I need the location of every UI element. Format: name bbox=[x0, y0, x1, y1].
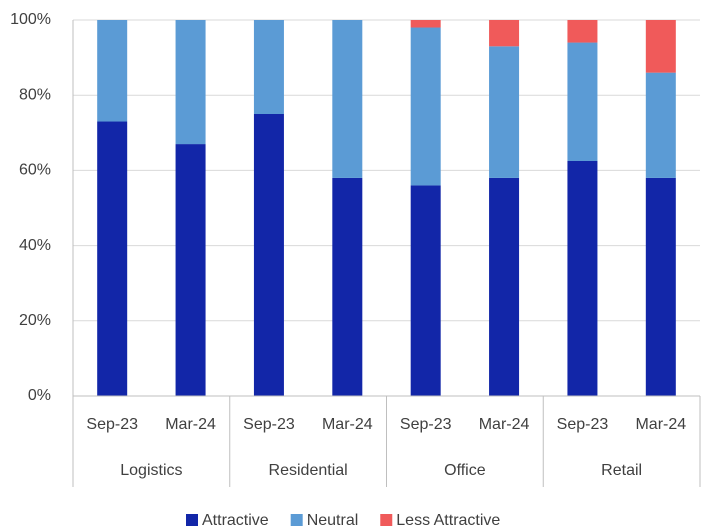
bar-segment bbox=[253, 20, 284, 114]
bar-segment bbox=[97, 20, 128, 122]
bar-segment bbox=[410, 27, 441, 186]
y-tick-label: 60% bbox=[19, 162, 51, 179]
bar-segment bbox=[645, 72, 676, 178]
x-tick-label: Sep-23 bbox=[243, 416, 295, 433]
x-tick-label: Mar-24 bbox=[165, 416, 216, 433]
legend-label: Attractive bbox=[202, 512, 269, 529]
y-tick-label: 20% bbox=[19, 312, 51, 329]
legend-swatch bbox=[186, 514, 198, 526]
x-tick-label: Sep-23 bbox=[86, 416, 138, 433]
bar-segment bbox=[567, 20, 598, 43]
group-label: Retail bbox=[601, 462, 642, 479]
x-tick-label: Sep-23 bbox=[557, 416, 609, 433]
y-tick-label: 100% bbox=[10, 11, 51, 28]
x-tick-label: Mar-24 bbox=[479, 416, 530, 433]
y-tick-label: 0% bbox=[28, 387, 51, 404]
x-tick-label: Mar-24 bbox=[635, 416, 686, 433]
legend-label: Less Attractive bbox=[396, 512, 500, 529]
bar-segment bbox=[410, 185, 441, 396]
bar-segment bbox=[567, 42, 598, 162]
bar-segment bbox=[175, 20, 206, 145]
legend-label: Neutral bbox=[307, 512, 359, 529]
bar-segment bbox=[97, 121, 128, 397]
bar-segment bbox=[175, 144, 206, 396]
bar-segment bbox=[489, 20, 520, 47]
legend-swatch bbox=[380, 514, 393, 526]
bar-segment bbox=[645, 177, 676, 396]
bar-segment bbox=[489, 177, 520, 396]
bar-segment bbox=[567, 161, 598, 396]
y-tick-label: 80% bbox=[19, 86, 51, 103]
legend-swatch bbox=[290, 514, 303, 526]
x-tick-label: Sep-23 bbox=[400, 416, 452, 433]
y-tick-label: 40% bbox=[19, 237, 51, 254]
x-tick-label: Mar-24 bbox=[322, 416, 373, 433]
bar-segment bbox=[332, 20, 363, 178]
bar-segment bbox=[410, 20, 441, 28]
bar-segment bbox=[489, 46, 520, 178]
bar-segment bbox=[253, 114, 284, 396]
bar-segment bbox=[645, 20, 676, 73]
bar-segment bbox=[332, 177, 363, 396]
group-label: Office bbox=[444, 462, 486, 479]
group-label: Residential bbox=[269, 462, 348, 479]
group-label: Logistics bbox=[120, 462, 182, 479]
